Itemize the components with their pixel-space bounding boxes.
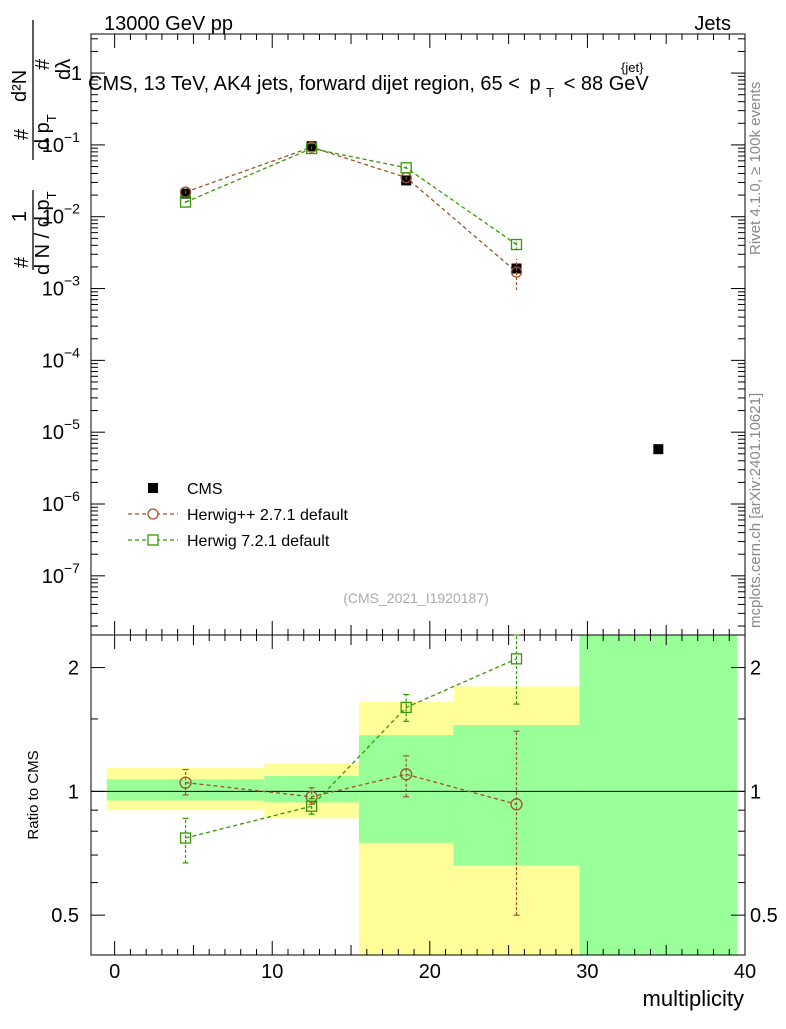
herwig7-ratio-point xyxy=(179,832,192,844)
cms-data-point xyxy=(401,175,412,186)
title-end-text: < 88 GeV xyxy=(564,73,650,95)
ylabel-frac2-bottom: d pT xyxy=(32,114,59,150)
ylabel-frac2-tail: dλ xyxy=(53,59,75,80)
herwig7-main-point xyxy=(305,142,318,155)
main-y-tick-label: 10 xyxy=(42,279,64,301)
ylabel-hash-left: # xyxy=(11,256,33,268)
ratio-y-axis-label: Ratio to CMS xyxy=(25,750,42,839)
jets-label: Jets xyxy=(694,13,731,35)
ylabel-hash-top: # xyxy=(11,128,33,140)
analysis-watermark: (CMS_2021_I1920187) xyxy=(343,590,489,606)
legend-label: Herwig++ 2.7.1 default xyxy=(187,507,349,524)
herwig7-main-line xyxy=(185,147,517,246)
main-panel-axes: 110−110−210−310−410−510−610−7 xyxy=(42,33,746,636)
herwig7-ratio-point xyxy=(305,800,318,812)
ratio-y-tick-label-right: 1 xyxy=(750,781,761,803)
main-y-tick-exponent: −1 xyxy=(64,129,80,145)
ylabel-hash-bottom: # xyxy=(32,58,54,70)
ratio-panel-bands xyxy=(106,635,738,955)
cms-data-point xyxy=(653,444,664,455)
herwig7-main-point xyxy=(400,162,412,174)
main-y-tick-label: 10 xyxy=(42,566,64,588)
ylabel-frac2-top: d²N xyxy=(9,70,31,102)
title-sub-text: T xyxy=(546,85,554,100)
herwigpp-main-line xyxy=(185,146,517,273)
ylabel-frac1: d N / d pT xyxy=(32,191,59,275)
main-y-tick-label: 10 xyxy=(42,135,64,157)
main-y-tick-label: 1 xyxy=(71,63,82,85)
main-y-tick-exponent: −3 xyxy=(64,273,80,289)
energy-label: 13000 GeV pp xyxy=(104,13,233,35)
ratio-frame xyxy=(90,634,746,956)
legend-label: Herwig 7.2.1 default xyxy=(187,533,330,550)
main-y-tick-exponent: −4 xyxy=(64,344,80,360)
herwig7-main-point xyxy=(510,238,523,251)
mcplots-label: mcplots.cern.ch [arXiv:2401.10621] xyxy=(747,393,764,628)
herwigpp-ratio-point xyxy=(400,768,413,781)
main-y-tick-exponent: −5 xyxy=(64,416,80,432)
herwigpp-ratio-line xyxy=(185,773,517,805)
ratio-x-tick-label: 10 xyxy=(261,961,283,983)
main-y-tick-label: 10 xyxy=(42,207,64,229)
rivet-label: Rivet 4.1.0, ≥ 100k events xyxy=(747,82,764,255)
ratio-x-tick-label: 20 xyxy=(419,961,441,983)
herwig7-ratio-line xyxy=(185,658,517,839)
legend-label: CMS xyxy=(187,481,223,498)
ratio-inner-band xyxy=(579,635,738,955)
legend-marker-circle xyxy=(147,508,159,520)
ratio-panel-axes: 0.5 0.51 12 20 10 20 30 40 xyxy=(51,634,778,983)
herwigpp-ratio-point xyxy=(510,798,523,811)
ratio-y-tick-label-right: 0.5 xyxy=(750,905,778,927)
herwig7-main-point xyxy=(179,196,192,208)
ratio-y-tick-label: 1 xyxy=(68,781,79,803)
ratio-y-tick-label-right: 2 xyxy=(750,658,761,680)
ratio-panel-series xyxy=(179,634,523,916)
main-y-tick-exponent: −6 xyxy=(64,488,80,504)
ratio-y-tick-label: 2 xyxy=(68,658,79,680)
legend: CMS Herwig++ 2.7.1 default Herwig 7.2.1 de… xyxy=(128,481,349,550)
main-panel-series xyxy=(179,141,664,455)
x-axis-label: multiplicity xyxy=(643,986,744,1011)
main-y-tick-exponent: −2 xyxy=(64,201,80,217)
cms-data-point xyxy=(306,141,317,152)
title-main-text: CMS, 13 TeV, AK4 jets, forward dijet reg… xyxy=(88,73,520,95)
herwigpp-ratio-point xyxy=(179,776,192,789)
ratio-y-tick-label: 0.5 xyxy=(51,905,79,927)
ratio-x-tick-label: 30 xyxy=(576,961,598,983)
main-title: CMS, 13 TeV, AK4 jets, forward dijet reg… xyxy=(88,73,649,102)
ylabel-one: 1 xyxy=(9,211,31,222)
legend-marker-square xyxy=(147,534,159,546)
herwigpp-main-point xyxy=(510,266,523,278)
legend-marker-cms xyxy=(148,483,158,493)
ratio-x-tick-label: 0 xyxy=(109,961,120,983)
title-p-text: p xyxy=(529,73,540,95)
main-y-tick-label: 10 xyxy=(42,350,64,372)
main-y-tick-exponent: −7 xyxy=(64,560,80,576)
main-y-tick-label: 10 xyxy=(42,494,64,516)
herwig7-ratio-point xyxy=(510,653,523,665)
main-y-axis-label: # 1 d N / d pT # d²N d pT # dλ xyxy=(9,20,75,275)
title-sup-text: {jet} xyxy=(621,60,644,75)
ratio-x-tick-label: 40 xyxy=(734,961,756,983)
herwig7-ratio-point xyxy=(400,701,412,714)
main-y-tick-label: 10 xyxy=(42,422,64,444)
